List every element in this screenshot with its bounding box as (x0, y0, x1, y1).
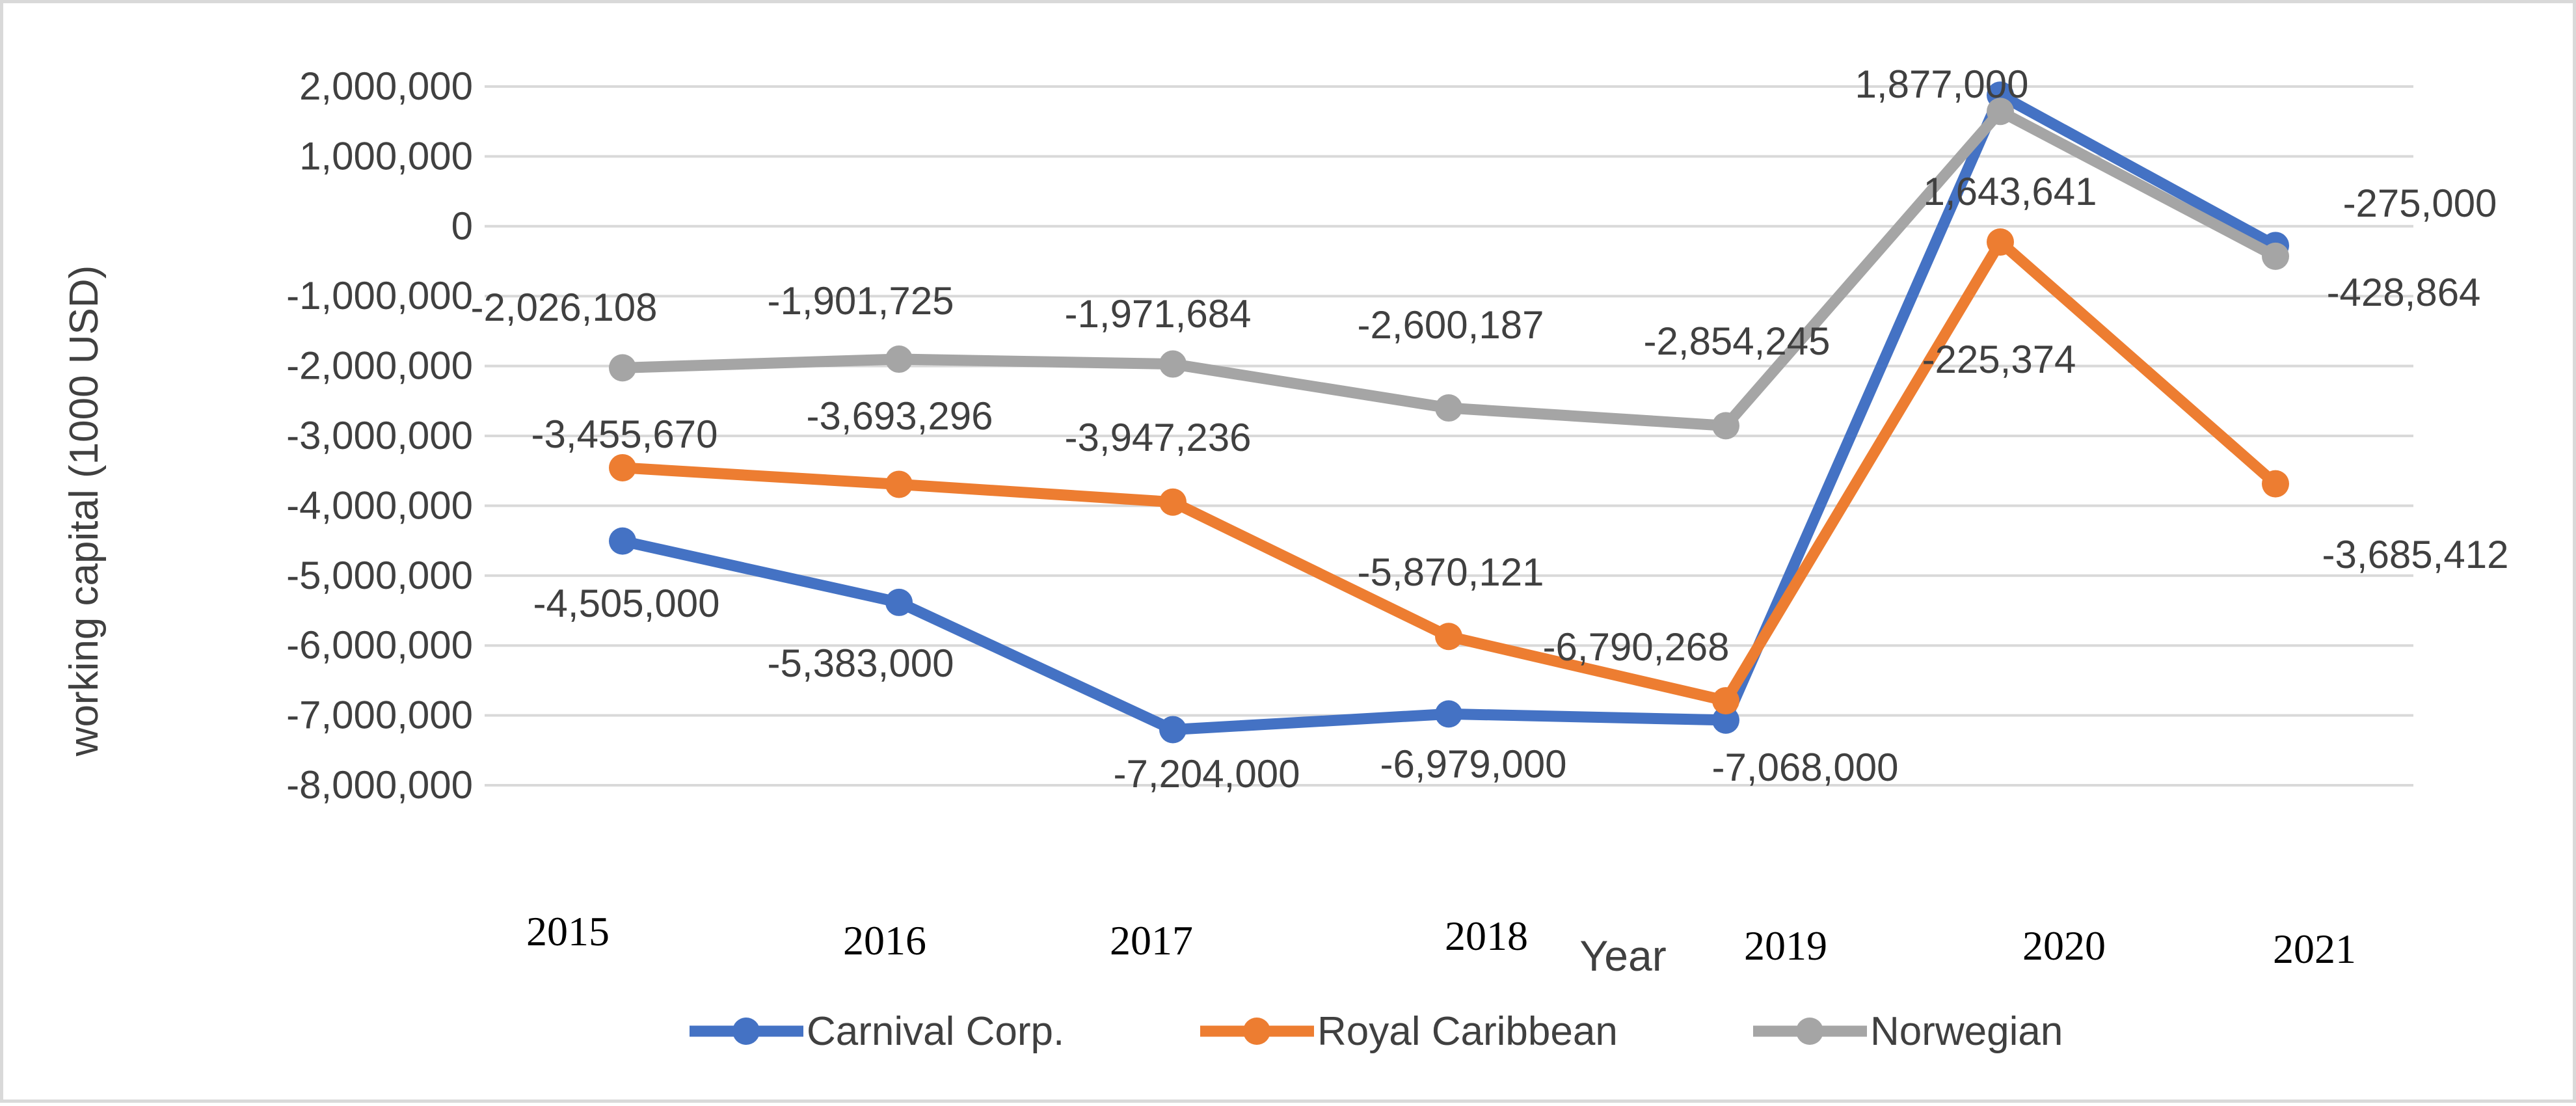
data-label: -428,864 (2327, 271, 2481, 314)
data-point (2262, 242, 2289, 270)
x-axis-title: Year (1579, 932, 1666, 980)
series-royal-caribbean (609, 228, 2289, 715)
data-label: -275,000 (2343, 182, 2497, 225)
legend-entry: Carnival Corp. (690, 1009, 1064, 1054)
data-label: 1,877,000 (1855, 62, 2029, 106)
x-tick-label: 2019 (1744, 923, 1827, 969)
y-tick-label: 1,000,000 (299, 134, 473, 178)
data-point (885, 345, 913, 373)
data-label: -3,455,670 (531, 412, 718, 456)
legend-label: Norwegian (1870, 1009, 2063, 1054)
data-label: -5,870,121 (1358, 550, 1544, 594)
legend-label: Royal Caribbean (1317, 1009, 1618, 1054)
x-tick-label: 2017 (1110, 917, 1193, 964)
data-label: -7,068,000 (1712, 746, 1899, 789)
data-label: -3,693,296 (807, 394, 993, 438)
y-tick-label: -7,000,000 (286, 694, 473, 737)
y-tick-label: -6,000,000 (286, 623, 473, 667)
data-labels: -4,505,000 -5,383,000 -7,204,000 -6,979,000… (471, 62, 2509, 796)
y-tick-label: -4,000,000 (286, 483, 473, 527)
data-point (1435, 700, 1462, 728)
legend-entry: Royal Caribbean (1200, 1009, 1618, 1054)
y-tick-label: 2,000,000 (299, 64, 473, 108)
legend-swatch-marker (732, 1018, 760, 1045)
x-tick-label: 2016 (843, 917, 926, 964)
legend-label: Carnival Corp. (807, 1009, 1064, 1054)
legend-swatch-marker (1243, 1018, 1270, 1045)
y-tick-label: -3,000,000 (286, 414, 473, 457)
data-point (1712, 687, 1739, 715)
data-label: -1,971,684 (1065, 292, 1252, 336)
data-label: -2,026,108 (471, 286, 658, 329)
data-point (1987, 228, 2014, 256)
data-point (1159, 488, 1187, 516)
data-point (1435, 623, 1462, 651)
data-point (1159, 716, 1187, 744)
data-label: -6,790,268 (1543, 625, 1730, 669)
data-point (609, 453, 636, 481)
legend: Carnival Corp. Royal Caribbean Norwegian (690, 1009, 2063, 1054)
y-axis-ticks: 2,000,000 1,000,000 0 -1,000,000 -2,000,000 -… (286, 64, 473, 807)
data-label: -3,947,236 (1065, 416, 1252, 459)
data-point (1712, 412, 1739, 440)
y-tick-label: -5,000,000 (286, 554, 473, 597)
data-point (1712, 706, 1739, 734)
chart-svg: 2,000,0001,000,0000-1,000,000-2,000,000-… (62, 62, 2509, 1054)
series-lines (609, 81, 2289, 744)
data-label: -5,383,000 (768, 641, 954, 685)
data-point (885, 588, 913, 616)
y-axis-title: working capital (1000 USD) (62, 265, 107, 757)
data-label: -1,901,725 (768, 279, 954, 323)
x-tick-label: 2020 (2022, 923, 2106, 969)
data-point (2262, 470, 2289, 498)
x-tick-label: 2021 (2273, 926, 2356, 972)
data-point (1435, 394, 1462, 422)
data-label: -2,854,245 (1644, 319, 1831, 363)
data-label: -4,505,000 (533, 582, 720, 625)
x-tick-label: 2018 (1445, 913, 1528, 959)
x-axis-ticks: 2015 2016 2017 2018 2019 2020 2021 (526, 908, 2356, 972)
legend-swatch-marker (1796, 1018, 1823, 1045)
data-point (885, 470, 913, 498)
data-label: 1,643,641 (1924, 170, 2097, 213)
x-tick-label: 2015 (526, 908, 610, 954)
data-label: -6,979,000 (1380, 742, 1567, 786)
data-label: -3,685,412 (2322, 533, 2509, 576)
data-label: -7,204,000 (1114, 752, 1300, 796)
legend-entry: Norwegian (1753, 1009, 2063, 1054)
y-tick-label: 0 (451, 204, 473, 248)
y-tick-label: -1,000,000 (286, 274, 473, 317)
data-point (1159, 350, 1187, 378)
y-tick-label: -8,000,000 (286, 763, 473, 807)
data-point (609, 527, 636, 555)
data-point (609, 354, 636, 382)
data-label: -225,374 (1922, 338, 2076, 381)
y-tick-label: -2,000,000 (286, 344, 473, 388)
data-label: -2,600,187 (1358, 303, 1544, 347)
series-norwegian (609, 98, 2289, 440)
data-point (1987, 98, 2014, 126)
